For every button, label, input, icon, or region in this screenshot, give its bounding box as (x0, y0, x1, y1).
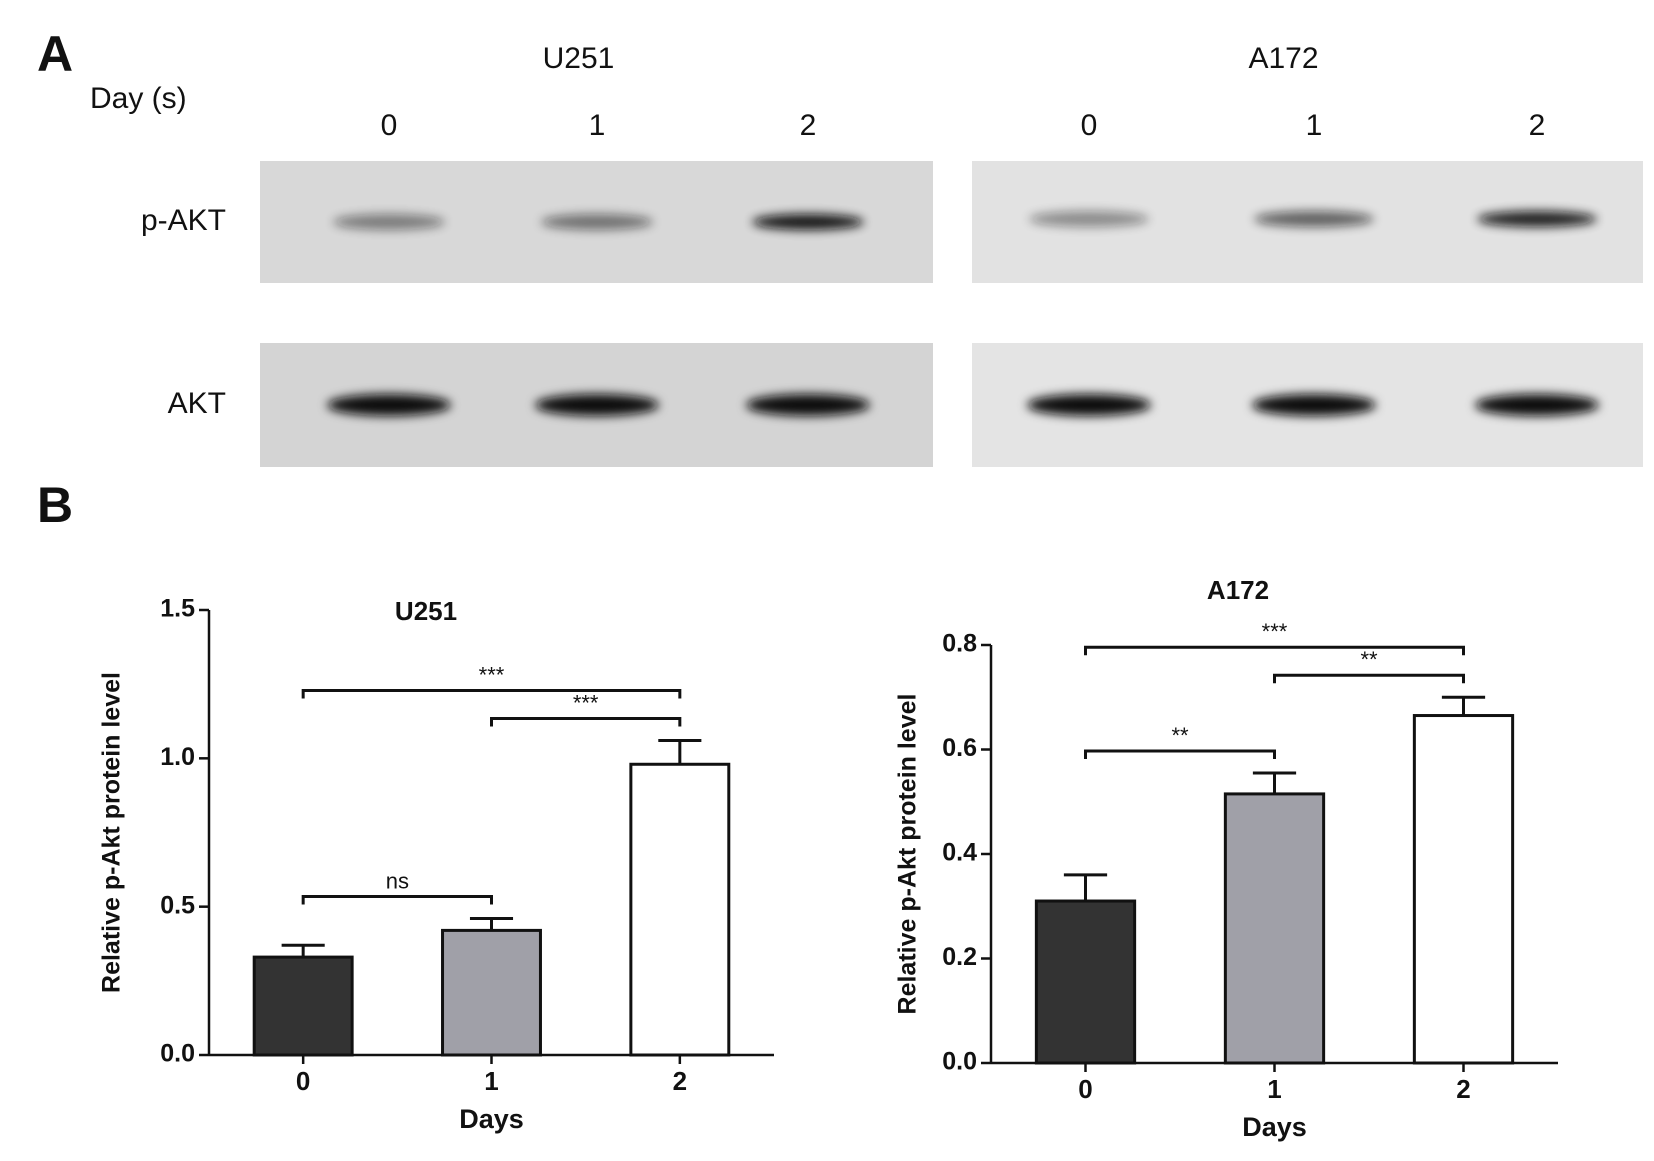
panel-label: A (37, 26, 73, 82)
day-label: Day (s) (90, 82, 187, 115)
y-tick-label: 0.0 (160, 1040, 195, 1068)
band (541, 214, 653, 230)
group-label: A172 (1248, 42, 1318, 75)
panel-label: B (37, 477, 73, 533)
y-tick-label: 0.0 (942, 1048, 977, 1076)
significance-bracket (490, 717, 682, 727)
significance-label: *** (479, 662, 505, 687)
significance-bracket (301, 895, 493, 905)
band (1252, 394, 1376, 416)
band (752, 214, 864, 230)
band (1029, 211, 1149, 227)
significance-label: *** (573, 690, 599, 715)
group-label: U251 (543, 42, 615, 75)
day-number: 1 (589, 109, 606, 142)
band (535, 394, 659, 416)
bar (1412, 714, 1515, 1065)
band (333, 214, 445, 230)
band (746, 394, 870, 416)
x-tick-label: 1 (484, 1066, 498, 1096)
significance-bracket (1084, 749, 1276, 760)
day-number: 2 (1529, 109, 1546, 142)
significance-bracket (301, 689, 682, 699)
x-tick-label: 0 (296, 1066, 310, 1096)
day-number: 1 (1306, 109, 1323, 142)
x-tick-label: 2 (673, 1066, 687, 1096)
significance-label: ** (1171, 723, 1189, 748)
band (1027, 394, 1151, 416)
x-tick-label: 0 (1078, 1074, 1092, 1104)
significance-label: *** (1262, 619, 1288, 644)
day-number: 0 (1081, 109, 1098, 142)
y-axis-label: Relative p-Akt protein level (98, 672, 126, 993)
significance-label: ns (386, 868, 409, 893)
y-tick-label: 0.5 (160, 891, 195, 919)
significance-bracket (1273, 673, 1465, 684)
row-label: AKT (168, 387, 226, 420)
bar (441, 928, 542, 1057)
day-number: 0 (381, 109, 398, 142)
y-tick-label: 0.6 (942, 734, 977, 762)
y-tick-label: 0.4 (942, 839, 977, 867)
day-number: 2 (800, 109, 817, 142)
x-axis-label: Days (1242, 1112, 1307, 1142)
bar (629, 762, 731, 1057)
band (1477, 211, 1597, 227)
band (1254, 211, 1374, 227)
x-tick-label: 1 (1267, 1074, 1281, 1104)
chart-title: A172 (1207, 575, 1269, 605)
y-axis-label: Relative p-Akt protein level (894, 694, 922, 1015)
y-tick-label: 0.2 (942, 943, 977, 971)
y-tick-label: 0.8 (942, 630, 977, 658)
significance-bracket (1084, 645, 1465, 656)
bar (252, 955, 354, 1057)
bar (1034, 899, 1137, 1065)
y-tick-label: 1.0 (160, 743, 195, 771)
significance-label: ** (1360, 647, 1378, 672)
bar (1223, 792, 1326, 1065)
x-tick-label: 2 (1456, 1074, 1470, 1104)
y-tick-label: 1.5 (160, 595, 195, 623)
band (1475, 394, 1599, 416)
x-axis-label: Days (459, 1104, 524, 1134)
row-label: p-AKT (141, 204, 226, 237)
chart-title: U251 (395, 596, 457, 626)
band (327, 394, 451, 416)
